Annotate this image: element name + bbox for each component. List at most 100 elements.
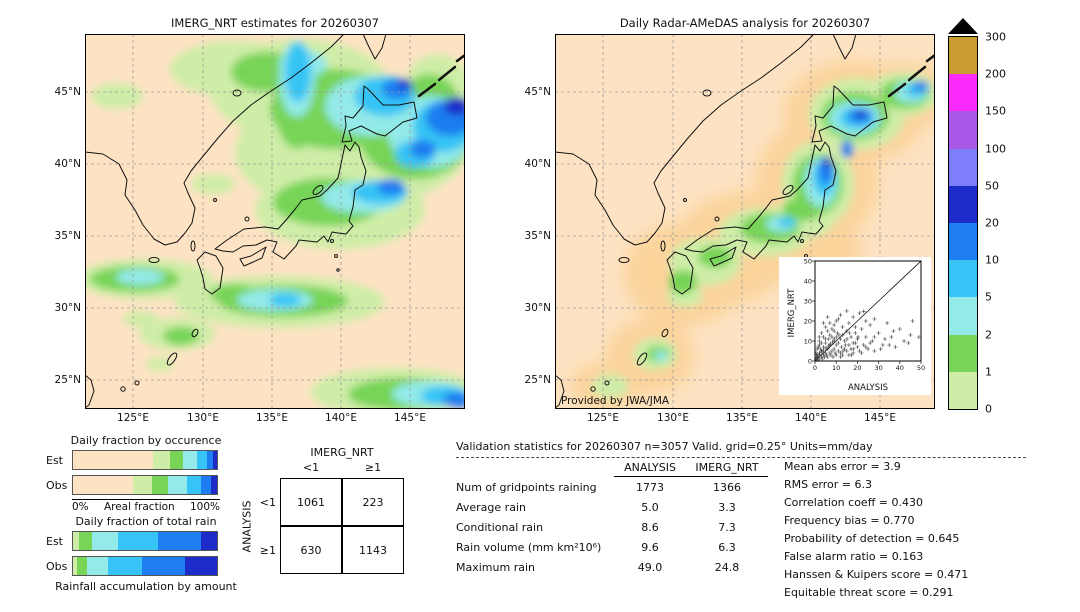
lon-tick-label: 130°E	[187, 412, 219, 424]
lat-tick-label: 40°N	[54, 158, 81, 170]
colorbar-segment	[949, 185, 977, 223]
bar-segment	[91, 532, 118, 550]
axis-label-100: 100%	[189, 501, 220, 513]
fraction-footer: Rainfall accumulation by amount	[55, 580, 237, 593]
contingency-row-label-ge1: ≥1	[259, 543, 276, 557]
colorbar-tick-label: 0	[985, 402, 992, 416]
svg-text:20: 20	[853, 364, 861, 372]
inset-axis-ticks: 00 10 10 20 20 30 30 40 40 50 50	[804, 258, 925, 373]
contingency-col-label-ge1: ≥1	[364, 461, 382, 474]
colorbar-tick-label: 20	[985, 216, 999, 230]
lon-tick-label: 135°E	[726, 412, 758, 424]
bar-segment	[207, 451, 214, 469]
stat-value: 8.6	[641, 520, 659, 534]
svg-text:40: 40	[804, 278, 812, 286]
validation-score-line: Mean abs error = 3.9	[784, 460, 901, 473]
stat-value: 7.3	[718, 520, 736, 534]
colorbar-scale: 300 200 150 100 50 20 10 5 2 1 0	[948, 31, 1006, 416]
bar-segment	[213, 451, 217, 469]
radar-map-title: Daily Radar-AMeDAS analysis for 20260307	[619, 16, 871, 30]
fraction-row-label: Est	[46, 453, 63, 467]
scatter-points	[814, 309, 921, 362]
colorbar-tick-label: 200	[985, 67, 1006, 81]
areal-fraction-axis: 0% Areal fraction 100%	[72, 499, 220, 515]
fraction-row-label: Obs	[46, 478, 68, 492]
fraction-bar-row: Est	[46, 449, 246, 471]
imerg-map-graphic	[85, 34, 465, 409]
bar-segment	[152, 451, 170, 469]
colorbar-tick-label: 2	[985, 328, 992, 342]
radar-map: Provided by JWA/JMA 0 0 10 10 20 20 30 30 40 40 50…	[525, 34, 935, 424]
bar-segment	[107, 557, 143, 575]
stacked-bar	[72, 475, 218, 495]
validation-title: Validation statistics for 20260307 n=305…	[456, 440, 873, 453]
lon-tick-label: 145°E	[864, 412, 896, 424]
bar-segment	[168, 476, 187, 494]
bar-segment	[142, 557, 186, 575]
colorbar-overflow-triangle	[948, 18, 978, 34]
svg-text:50: 50	[804, 258, 812, 266]
colorbar-segment	[949, 37, 977, 75]
validation-score-line: Correlation coeff = 0.430	[784, 496, 923, 509]
radar-map-graphic	[555, 34, 935, 409]
column-header-imerg: IMERG_NRT	[686, 461, 768, 477]
stat-value: 24.8	[714, 560, 740, 574]
fraction-charts: Daily fraction by occurence Est Obs 0% Ar…	[46, 434, 246, 593]
contingency-col-group-label: IMERG_NRT	[310, 446, 374, 459]
bar-segment	[73, 476, 134, 494]
contingency-table: IMERG_NRT <1 ≥1 ANALYSIS <1 ≥1 1061 223 …	[238, 446, 418, 574]
bar-segment	[152, 476, 169, 494]
imerg-map: 45°N 40°N 35°N 30°N 25°N 125°E 130°E 135°E 140°E…	[55, 34, 465, 424]
contingency-grid: 1061 223 630 1143	[280, 478, 404, 574]
lon-tick-label: 125°E	[117, 412, 149, 424]
bar-segment	[78, 532, 92, 550]
stat-label: Conditional rain	[456, 520, 544, 534]
colorbar-tick-label: 10	[985, 253, 999, 267]
bar-segment	[157, 532, 202, 550]
stacked-bar	[72, 450, 218, 470]
validation-panel: Validation statistics for 20260307 n=305…	[456, 440, 1026, 599]
stacked-bar	[72, 556, 218, 576]
validation-table-row: Maximum rain 49.0 24.8	[456, 557, 1026, 577]
lon-tick-label: 145°E	[394, 412, 426, 424]
svg-text:50: 50	[917, 364, 925, 372]
stat-value: 1773	[636, 480, 664, 494]
validation-score-line: Hanssen & Kuipers score = 0.471	[784, 568, 969, 581]
bar-segment	[185, 557, 217, 575]
lat-tick-label: 45°N	[524, 86, 551, 98]
fraction-row-label: Est	[46, 534, 63, 548]
bar-segment	[77, 557, 88, 575]
stat-label: Num of gridpoints raining	[456, 480, 597, 494]
inset-ylabel: IMERG_NRT	[787, 288, 797, 338]
bar-segment	[201, 476, 212, 494]
attribution-text: Provided by JWA/JMA	[561, 395, 670, 407]
colorbar-tick-label: 1	[985, 365, 992, 379]
inset-scatter-plot: 00 10 10 20 20 30 30 40 40 50 50 ANALYSIS IMERG_NR…	[779, 257, 931, 395]
stat-value: 49.0	[637, 560, 663, 574]
stat-label: Average rain	[456, 500, 526, 514]
lon-tick-label: 130°E	[657, 412, 689, 424]
validation-table-header: ANALYSIS IMERG_NRT	[456, 461, 1026, 477]
lat-tick-label: 35°N	[54, 230, 81, 242]
bar-segment	[133, 476, 153, 494]
contingency-row-group-label: ANALYSIS	[240, 500, 254, 552]
total-rain-chart: Est Obs	[46, 530, 246, 577]
svg-text:10: 10	[804, 338, 812, 346]
svg-text:10: 10	[832, 364, 840, 372]
contingency-cell-11: 1143	[342, 526, 404, 574]
colorbar-tick-label: 300	[985, 30, 1006, 44]
colorbar-segment	[949, 371, 977, 409]
validation-score-line: False alarm ratio = 0.163	[784, 550, 924, 563]
contingency-col-labels: <1 ≥1	[280, 461, 404, 476]
fraction-row-label: Obs	[46, 559, 68, 573]
colorbar-tick-label: 100	[985, 142, 1006, 156]
bar-segment	[182, 451, 198, 469]
svg-text:20: 20	[804, 318, 812, 326]
colorbar-segment	[949, 334, 977, 372]
imerg-map-panel: IMERG_NRT estimates for 20260307	[55, 14, 465, 424]
lon-tick-label: 125°E	[587, 412, 619, 424]
radar-map-panel: Daily Radar-AMeDAS analysis for 20260307	[525, 14, 935, 424]
validation-score-line: RMS error = 6.3	[784, 478, 872, 491]
contingency-cell-01: 223	[342, 478, 404, 526]
